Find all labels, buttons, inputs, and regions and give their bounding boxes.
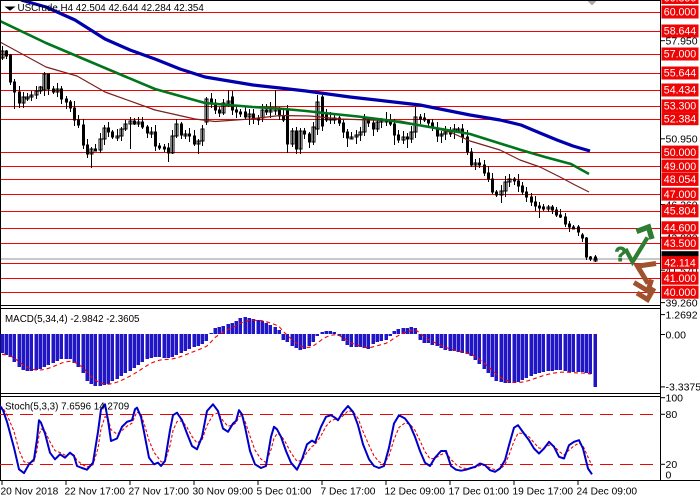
svg-text:53.300: 53.300 [664, 101, 697, 113]
svg-text:-3.3375: -3.3375 [666, 382, 700, 394]
svg-text:27 Nov 17:00: 27 Nov 17:00 [129, 487, 190, 498]
svg-text:52.384: 52.384 [664, 113, 697, 125]
svg-text:54.434: 54.434 [664, 85, 697, 97]
svg-text:58.644: 58.644 [664, 26, 697, 38]
svg-text:0.00: 0.00 [666, 329, 687, 341]
svg-text:50.000: 50.000 [664, 147, 697, 159]
svg-text:42.114: 42.114 [664, 257, 696, 269]
svg-text:24 Dec 09:00: 24 Dec 09:00 [577, 487, 638, 498]
svg-text:Stoch(5,3,3) 7.6596 14.2709: Stoch(5,3,3) 7.6596 14.2709 [5, 402, 129, 413]
svg-text:19 Dec 17:00: 19 Dec 17:00 [513, 487, 574, 498]
svg-text:47.000: 47.000 [664, 189, 697, 201]
svg-text:1.2692: 1.2692 [666, 309, 698, 321]
svg-text:39.260: 39.260 [666, 297, 698, 309]
svg-text:22 Nov 17:00: 22 Nov 17:00 [65, 487, 126, 498]
svg-text:100: 100 [666, 393, 684, 405]
svg-text:43.500: 43.500 [664, 238, 697, 250]
svg-text:80: 80 [666, 409, 678, 421]
svg-text:55.644: 55.644 [664, 68, 697, 80]
svg-text:49.000: 49.000 [664, 161, 697, 173]
svg-text:12 Dec 09:00: 12 Dec 09:00 [385, 487, 446, 498]
svg-text:?: ? [615, 244, 627, 266]
svg-text:30 Nov 09:00: 30 Nov 09:00 [193, 487, 254, 498]
svg-text:48.054: 48.054 [664, 174, 697, 186]
svg-text:50.950: 50.950 [666, 134, 698, 146]
svg-text:41.000: 41.000 [664, 273, 697, 285]
svg-text:57.000: 57.000 [664, 49, 697, 61]
svg-text:40.000: 40.000 [664, 287, 697, 299]
svg-text:USCrude,H4 42.504 42.644 42.2: USCrude,H4 42.504 42.644 42.284 42.354 [18, 3, 205, 14]
svg-text:17 Dec 01:00: 17 Dec 01:00 [449, 487, 510, 498]
svg-text:44.600: 44.600 [664, 223, 697, 235]
svg-text:60.856: 60.856 [664, 0, 697, 5]
svg-text:57.950: 57.950 [666, 36, 698, 48]
svg-text:20 Nov 2018: 20 Nov 2018 [1, 487, 59, 498]
svg-text:7 Dec 17:00: 7 Dec 17:00 [321, 487, 376, 498]
svg-text:MACD(5,34,4) -2.9842 -2.3605: MACD(5,34,4) -2.9842 -2.3605 [5, 314, 140, 325]
svg-text:60.000: 60.000 [664, 7, 697, 19]
svg-text:0: 0 [666, 469, 672, 481]
svg-text:45.804: 45.804 [664, 206, 697, 218]
svg-text:20: 20 [666, 459, 678, 471]
svg-text:5 Dec 01:00: 5 Dec 01:00 [257, 487, 312, 498]
